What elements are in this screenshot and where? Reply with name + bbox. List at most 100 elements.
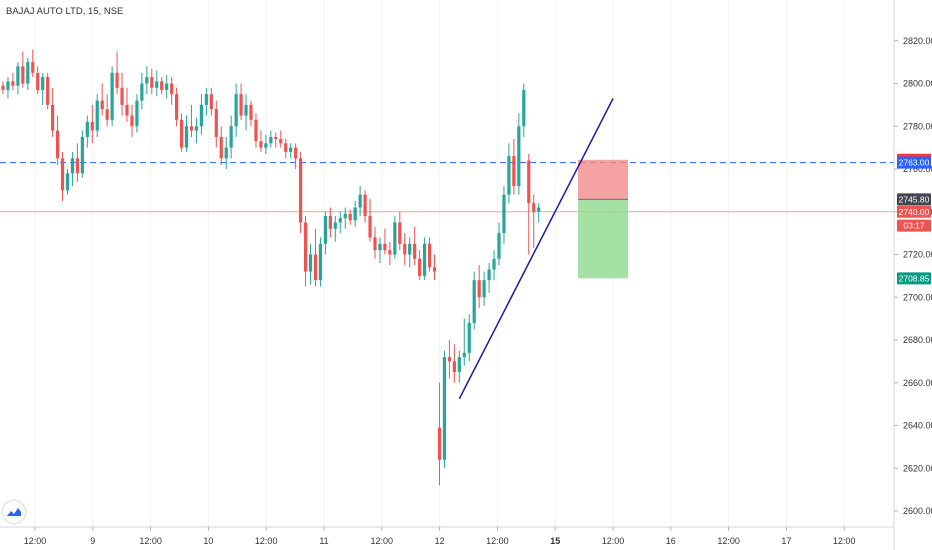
candle-body <box>214 109 218 137</box>
candle <box>130 104 134 137</box>
candle-body <box>462 352 466 358</box>
candle-body <box>46 77 50 105</box>
x-tick-label: 12:00 <box>717 536 740 546</box>
tradingview-logo[interactable] <box>3 501 25 523</box>
candle-body <box>209 94 213 110</box>
candle-body <box>318 243 323 281</box>
candle-body <box>408 243 412 255</box>
candle <box>368 198 372 242</box>
candle-body <box>170 83 174 95</box>
candle-body <box>427 243 432 268</box>
candle <box>259 130 263 152</box>
price-label-box <box>897 272 931 285</box>
candle <box>179 113 184 152</box>
candle <box>16 62 20 95</box>
candle-body <box>110 72 114 120</box>
candle-body <box>507 156 511 195</box>
y-tick-label: 2680.00 <box>903 335 932 345</box>
candle <box>254 113 258 148</box>
candle-body <box>179 119 184 148</box>
candle <box>249 100 253 127</box>
candle-body <box>125 104 129 116</box>
candle <box>348 209 352 225</box>
candle-body <box>60 158 65 191</box>
x-tick-label: 11 <box>319 536 328 546</box>
candle <box>150 68 154 95</box>
trendline-layer[interactable] <box>458 98 614 400</box>
candle-body <box>274 136 278 140</box>
candle <box>75 143 79 182</box>
candle <box>333 216 337 242</box>
candle-body <box>353 207 357 221</box>
candle <box>55 115 60 165</box>
candle <box>244 94 248 131</box>
candle <box>487 263 491 293</box>
candle-body <box>259 141 263 148</box>
candle <box>36 66 40 95</box>
candle <box>204 87 208 116</box>
price-label-box <box>897 205 931 218</box>
candle-body <box>105 109 109 120</box>
x-tick-label: 12:00 <box>602 536 625 546</box>
time-axis[interactable]: 12:00 9 12:00 10 12:00 11 12:00 12 12:00 15 12:00 1… <box>24 527 856 546</box>
candle <box>398 211 402 251</box>
candle <box>11 72 15 90</box>
candle <box>373 226 377 259</box>
candle-body <box>437 427 442 460</box>
candle <box>135 94 139 133</box>
level-lines <box>0 162 894 213</box>
candle <box>437 382 442 486</box>
candle <box>65 169 70 195</box>
candle-body <box>184 126 189 148</box>
candle-body <box>343 213 347 219</box>
candle <box>31 49 35 78</box>
candle <box>279 130 283 148</box>
candle-body <box>65 173 70 191</box>
y-tick-label: 2780.00 <box>903 121 932 131</box>
candle-body <box>527 160 531 204</box>
candle <box>80 130 84 178</box>
candle <box>239 83 243 120</box>
candle <box>175 87 179 127</box>
candle-body <box>472 280 476 323</box>
y-tick-label: 2760.00 <box>903 164 932 174</box>
candle-body <box>199 104 203 127</box>
candle-body <box>328 216 332 229</box>
candle-body <box>289 147 293 152</box>
price-label-text: 2708.85 <box>899 273 930 283</box>
candle <box>289 143 293 159</box>
candle <box>165 74 169 99</box>
price-label-box <box>897 156 931 169</box>
price-label-text: 2745.80 <box>899 194 930 204</box>
candle-body <box>423 243 427 276</box>
candle <box>532 194 536 249</box>
price-label-text: 03:17 <box>903 221 925 231</box>
candle-body <box>100 100 104 110</box>
candle <box>358 186 362 217</box>
x-tick-label: 12 <box>435 536 445 546</box>
candle <box>457 350 461 383</box>
chart-title: BAJAJ AUTO LTD, 15, NSE <box>6 6 124 17</box>
candle <box>418 250 422 281</box>
candle-body <box>85 121 89 137</box>
candle-body <box>41 77 45 90</box>
candle-body <box>11 81 15 86</box>
candle-body <box>120 87 124 105</box>
x-tick-label: 16 <box>666 536 676 546</box>
candle <box>184 115 189 152</box>
candle-body <box>55 130 60 159</box>
candle-body <box>254 119 258 142</box>
x-tick-label: 12:00 <box>833 536 856 546</box>
candle <box>120 72 124 116</box>
candle <box>472 271 476 330</box>
candle <box>46 72 50 110</box>
candle-body <box>145 77 149 84</box>
candle-body <box>21 66 25 84</box>
x-tick-label: 12:00 <box>139 536 162 546</box>
candle-body <box>323 216 327 244</box>
candle <box>462 318 466 366</box>
candle <box>303 216 308 287</box>
candle-body <box>378 243 382 251</box>
candle <box>209 87 213 116</box>
